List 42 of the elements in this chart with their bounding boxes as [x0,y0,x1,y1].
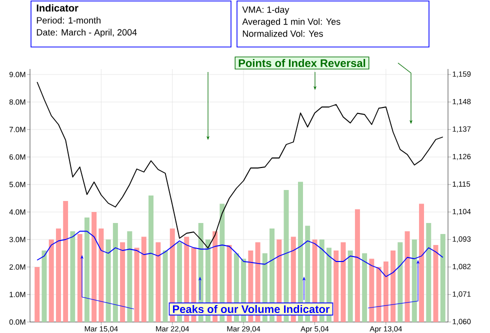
text: Normalized Vol: Yes [242,30,323,37]
bar [390,250,396,322]
bar [120,242,126,322]
bar [419,204,424,322]
bar [362,253,368,322]
bar [148,196,154,322]
text: Points of Index Reversal [238,58,366,68]
bar [354,209,360,322]
bar [340,242,346,322]
bar [127,231,132,322]
bar [404,231,410,322]
text: VMA: 1-day [242,6,290,15]
bar [334,250,339,322]
text: Period: 1-month [36,16,100,24]
bar [70,231,76,322]
text: Date: March - April, 2004 [36,28,137,38]
bar [48,240,54,322]
bar [348,250,353,322]
bar [369,258,374,322]
bar [42,250,47,322]
bar [398,242,403,322]
bar [440,234,446,322]
bar [98,228,104,322]
line-series [36,230,444,278]
annotation: Peaks of our Volume Indicator [172,304,330,314]
chart-title: Indicator [36,4,78,12]
bar [162,250,168,322]
bar [112,223,118,322]
line-series [36,82,444,248]
bar [34,267,40,322]
text: Averaged 1 min Vol: Yes [242,18,340,27]
bar [433,245,438,322]
bar [412,240,417,322]
bar [77,234,82,322]
bar [426,223,432,322]
bar [92,212,97,322]
bar [84,218,90,322]
bar [63,201,68,322]
bar [134,248,140,322]
bar [56,228,61,322]
bar [141,236,146,322]
bar [106,240,111,322]
